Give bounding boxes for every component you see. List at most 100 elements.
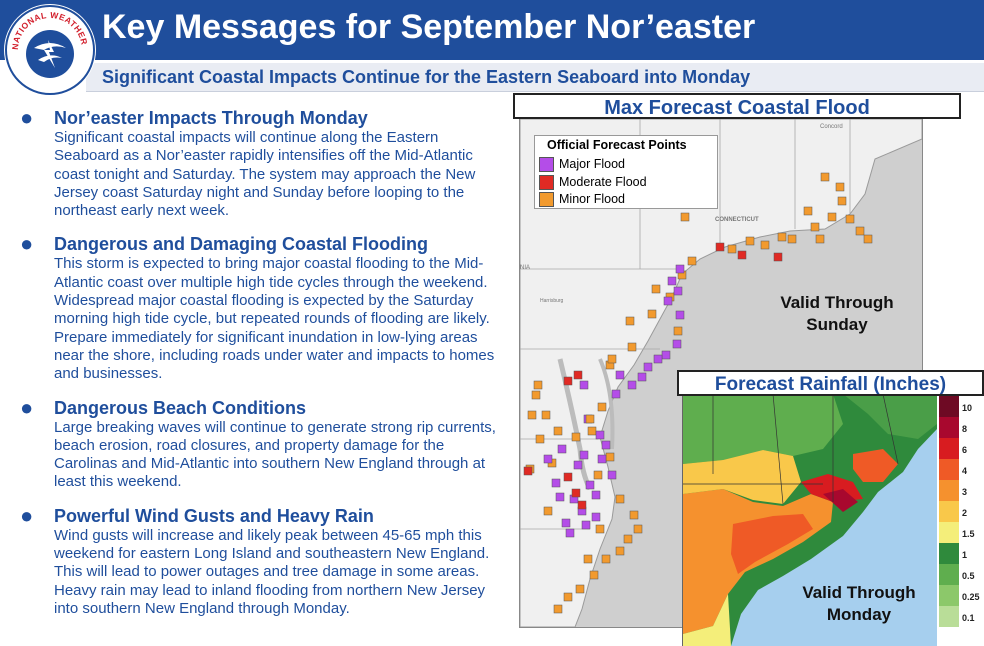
scale-label: 2	[962, 508, 968, 518]
forecast-point-marker	[573, 370, 583, 380]
forecast-point-marker	[535, 434, 545, 444]
forecast-point-marker	[607, 470, 617, 480]
map-label-nia: NIA	[520, 265, 530, 271]
scale-swatch	[939, 438, 959, 459]
message-body: This storm is expected to bring major co…	[54, 255, 495, 383]
forecast-point-marker	[760, 240, 770, 250]
forecast-point-marker	[651, 284, 661, 294]
forecast-point-marker	[663, 296, 673, 306]
scale-label: 6	[962, 445, 968, 455]
valid-line: Sunday	[806, 315, 868, 334]
valid-line: Valid Through	[780, 293, 894, 312]
forecast-point-marker	[543, 454, 553, 464]
forecast-point-marker	[579, 380, 589, 390]
bullet-icon: ●	[20, 394, 34, 420]
scale-swatch	[939, 417, 959, 438]
legend-title: Official Forecast Points	[547, 138, 687, 152]
scale-swatch	[939, 585, 959, 606]
legend-swatch	[539, 175, 554, 190]
scale-label: 1.5	[962, 529, 975, 539]
forecast-point-marker	[745, 236, 755, 246]
forecast-point-marker	[773, 252, 783, 262]
forecast-point-marker	[565, 528, 575, 538]
forecast-point-marker	[551, 478, 561, 488]
forecast-point-marker	[810, 222, 820, 232]
forecast-point-marker	[583, 554, 593, 564]
bullet-icon: ●	[20, 231, 34, 257]
forecast-point-marker	[627, 342, 637, 352]
forecast-point-marker	[591, 512, 601, 522]
forecast-point-marker	[585, 480, 595, 490]
message-item: ● Nor’easter Impacts Through Monday Sign…	[20, 107, 504, 220]
message-heading: Powerful Wind Gusts and Heavy Rain	[54, 505, 374, 526]
forecast-point-marker	[555, 492, 565, 502]
forecast-point-marker	[595, 524, 605, 534]
rainfall-map	[682, 394, 937, 646]
forecast-point-marker	[589, 570, 599, 580]
scale-label: 1	[962, 550, 968, 560]
forecast-point-marker	[633, 524, 643, 534]
forecast-point-marker	[661, 350, 671, 360]
flood-legend: Official Forecast Points Major Flood Mod…	[534, 135, 718, 209]
forecast-point-marker	[687, 256, 697, 266]
rainfall-map-title: Forecast Rainfall (Inches)	[677, 370, 984, 396]
legend-swatch	[539, 157, 554, 172]
forecast-point-marker	[553, 426, 563, 436]
forecast-point-marker	[673, 326, 683, 336]
flood-map-title: Max Forecast Coastal Flood	[513, 93, 961, 119]
message-item: ● Powerful Wind Gusts and Heavy Rain Win…	[20, 502, 504, 618]
rainfall-valid-label: Valid Through Monday	[784, 582, 934, 626]
forecast-point-marker	[625, 316, 635, 326]
scale-label: 0.25	[962, 592, 980, 602]
forecast-point-marker	[523, 466, 533, 476]
forecast-point-marker	[605, 452, 615, 462]
scale-label: 8	[962, 424, 968, 434]
map-label-harrisburg: Harrisburg	[540, 298, 564, 304]
forecast-point-marker	[575, 584, 585, 594]
scale-label: 0.1	[962, 613, 975, 623]
forecast-point-marker	[653, 354, 663, 364]
forecast-point-marker	[629, 510, 639, 520]
forecast-point-marker	[581, 520, 591, 530]
legend-label: Major Flood	[559, 157, 625, 171]
forecast-point-marker	[647, 309, 657, 319]
legend-label: Moderate Flood	[559, 175, 647, 189]
forecast-point-marker	[553, 604, 563, 614]
forecast-point-marker	[587, 426, 597, 436]
scale-swatch	[939, 564, 959, 585]
subtitle-bar: Significant Coastal Impacts Continue for…	[86, 63, 984, 92]
scale-label: 10	[962, 403, 973, 413]
scale-swatch	[939, 543, 959, 564]
map-label-connecticut: CONNECTICUT	[715, 217, 759, 223]
forecast-point-marker	[563, 376, 573, 386]
forecast-point-marker	[615, 494, 625, 504]
rainfall-color-scale: 10 8 6 4 3 2 1.5 1 0.5 0.25 0.1	[937, 394, 984, 646]
forecast-point-marker	[643, 362, 653, 372]
forecast-point-marker	[863, 234, 873, 244]
map-label-concord: Concord	[820, 124, 843, 130]
scale-swatch	[939, 480, 959, 501]
scale-swatch	[939, 606, 959, 627]
scale-swatch	[939, 501, 959, 522]
forecast-point-marker	[563, 592, 573, 602]
forecast-point-marker	[667, 276, 677, 286]
message-body: Large breaking waves will continue to ge…	[54, 418, 496, 491]
forecast-point-marker	[672, 339, 682, 349]
forecast-point-marker	[591, 490, 601, 500]
forecast-point-marker	[675, 264, 685, 274]
forecast-point-marker	[815, 234, 825, 244]
forecast-point-marker	[615, 370, 625, 380]
legend-label: Minor Flood	[559, 192, 625, 206]
forecast-point-marker	[561, 518, 571, 528]
bullet-icon: ●	[20, 502, 34, 528]
legend-swatch	[539, 192, 554, 207]
forecast-point-marker	[571, 432, 581, 442]
forecast-point-marker	[623, 534, 633, 544]
message-body: Wind gusts will increase and likely peak…	[54, 526, 490, 617]
forecast-point-marker	[727, 244, 737, 254]
forecast-point-marker	[573, 460, 583, 470]
message-heading: Nor’easter Impacts Through Monday	[54, 108, 368, 128]
forecast-points-layer	[523, 172, 873, 614]
forecast-point-marker	[533, 380, 543, 390]
message-item: ● Dangerous Beach Conditions Large break…	[20, 394, 504, 492]
